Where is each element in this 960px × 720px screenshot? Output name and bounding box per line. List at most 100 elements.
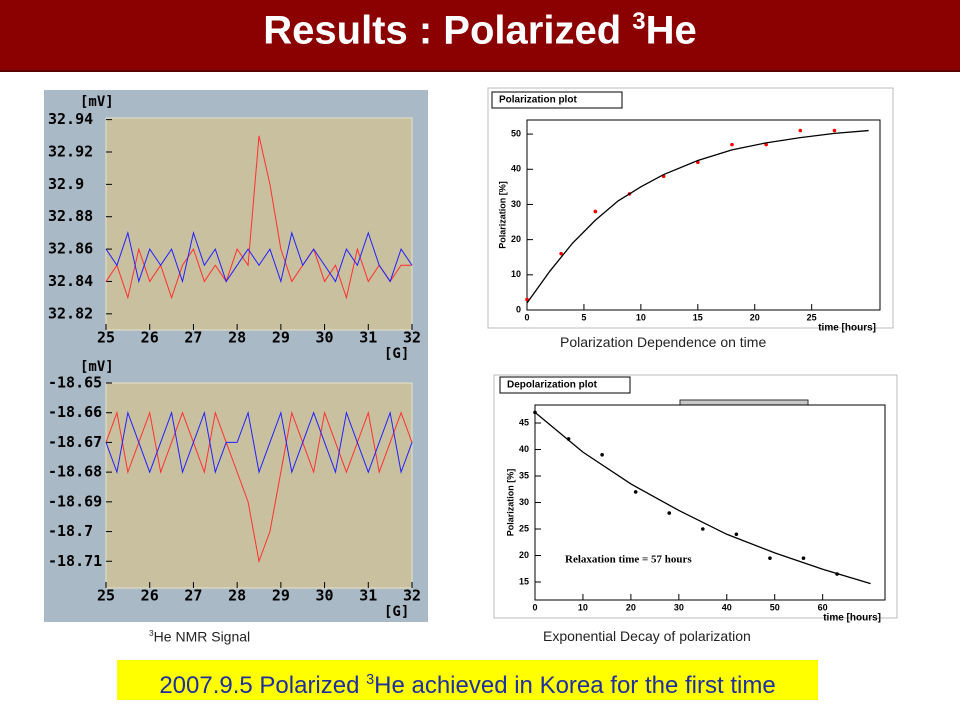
banner-tail: He achieved in Korea for the first time (374, 672, 776, 699)
y-tick-label: -18.66 (48, 403, 102, 421)
y-tick-label: 35 (519, 470, 529, 480)
y-tick-label: 40 (511, 164, 521, 174)
y-tick-label: -18.67 (48, 433, 102, 451)
x-tick-label: 28 (228, 329, 246, 347)
plot-area (534, 404, 886, 601)
plot-area (105, 117, 413, 331)
x-tick-label: 20 (750, 312, 760, 322)
x-tick-label: 25 (807, 312, 817, 322)
y-tick-label: -18.69 (48, 492, 102, 510)
header-bar: Results : Polarized 3He (0, 0, 960, 72)
y-tick-label: 30 (511, 199, 521, 209)
banner-sup: 3 (366, 672, 375, 688)
x-tick-label: 40 (722, 602, 732, 612)
y-axis-label: [mV] (80, 94, 114, 110)
x-tick-label: 32 (403, 587, 421, 605)
series-line (105, 135, 412, 300)
point (701, 527, 705, 531)
series-line (105, 231, 413, 284)
plot-area (526, 119, 881, 311)
x-tick-label: 15 (693, 312, 703, 322)
x-tick-label: 10 (636, 312, 646, 322)
x-axis-label: time [hours] (823, 613, 881, 624)
point (764, 142, 768, 147)
y-tick-label: 15 (519, 576, 529, 586)
title-box (499, 376, 631, 394)
y-tick-label: 20 (519, 550, 529, 560)
point (801, 556, 806, 560)
y-tick-label: -18.71 (48, 552, 102, 570)
x-tick-label: 5 (581, 312, 586, 322)
x-tick-label: 10 (578, 602, 588, 612)
x-tick-label: 28 (228, 587, 246, 605)
caption: 3He NMR Signal (149, 628, 250, 645)
x-axis-label: [G] (384, 346, 409, 362)
caption: Polarization Dependence on time (560, 334, 767, 350)
caption: Exponential Decay of polarization (543, 628, 751, 644)
point (768, 556, 772, 560)
x-tick-label: 29 (272, 329, 290, 347)
y-tick-label: 45 (519, 417, 529, 427)
point (525, 297, 529, 302)
y-tick-label: 20 (511, 234, 521, 244)
point (593, 209, 598, 214)
x-tick-label: 0 (524, 312, 529, 322)
x-tick-label: 30 (316, 329, 334, 347)
x-tick-label: 27 (184, 329, 202, 347)
x-tick-label: 31 (359, 587, 377, 605)
point (667, 511, 672, 515)
x-tick-label: 32 (403, 329, 421, 347)
y-tick-label: 0 (516, 304, 521, 314)
x-tick-label: 29 (272, 587, 290, 605)
x-tick-label: 20 (626, 602, 636, 612)
title-box (491, 91, 623, 109)
banner-text: 2007.9.5 Polarized (159, 672, 367, 699)
x-tick-label: 0 (532, 602, 537, 612)
x-tick-label: 30 (316, 587, 334, 605)
point (798, 128, 803, 133)
plot-area (105, 382, 413, 589)
y-tick-label: -18.68 (48, 463, 102, 481)
chart-title: Depolarization plot (507, 380, 598, 391)
x-tick-label: 50 (770, 602, 780, 612)
y-tick-label: 30 (519, 497, 529, 507)
x-axis-label: time [hours] (818, 323, 876, 334)
y-tick-label: 25 (519, 523, 529, 533)
point (559, 251, 563, 256)
x-tick-label: 25 (97, 587, 115, 605)
x-axis-label: [G] (384, 604, 409, 620)
point (832, 128, 837, 133)
x-tick-label: 25 (97, 329, 115, 347)
y-tick-label: 32.94 (48, 110, 93, 128)
x-tick-label: 30 (674, 602, 684, 612)
series-line (105, 410, 413, 475)
x-tick-label: 60 (818, 602, 828, 612)
y-axis-label: [mV] (80, 359, 114, 375)
caption-sup: 3 (149, 628, 154, 638)
y-tick-label: 32.82 (48, 304, 93, 322)
title: Results : Polarized 3He (0, 8, 960, 53)
point (734, 532, 739, 537)
banner: 2007.9.5 Polarized 3He achieved in Korea… (117, 660, 818, 700)
series-line (534, 411, 871, 585)
y-tick-label: 32.86 (48, 240, 93, 258)
caption-text: He NMR Signal (153, 628, 251, 645)
y-tick-label: 40 (519, 444, 529, 454)
y-tick-label: 32.92 (48, 142, 93, 160)
x-tick-label: 31 (359, 329, 377, 347)
y-tick-label: -18.7 (48, 522, 93, 540)
y-tick-label: 50 (511, 128, 521, 138)
y-tick-label: 32.9 (48, 175, 84, 193)
x-tick-label: 27 (184, 587, 202, 605)
y-axis-label: Polarization [%] (497, 181, 507, 249)
y-axis-label: Polarization [%] (505, 469, 515, 537)
y-tick-label: 32.84 (48, 272, 93, 290)
x-tick-label: 26 (141, 587, 159, 605)
point (633, 490, 638, 494)
y-tick-label: -18.65 (48, 374, 102, 392)
point (730, 142, 734, 147)
title-sup: 3 (632, 8, 646, 35)
chart-title: Polarization plot (499, 95, 577, 106)
